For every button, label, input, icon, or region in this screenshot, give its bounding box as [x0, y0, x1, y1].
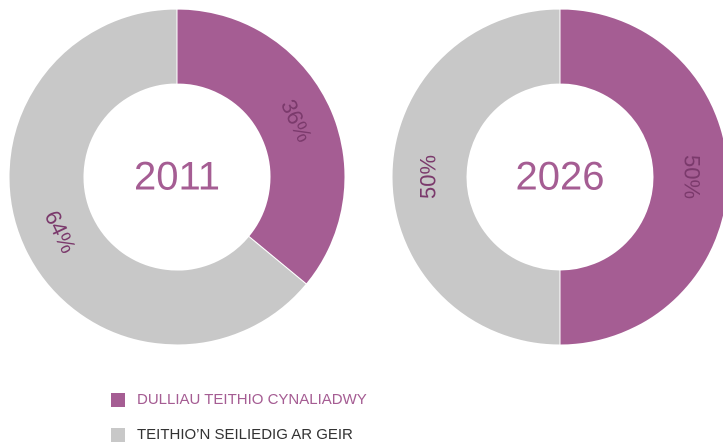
donut-segment [391, 8, 561, 346]
chart-title: 2011 [134, 155, 220, 199]
value-label: 50% [415, 155, 440, 199]
legend-label: DULLIAU TEITHIO CYNALIADWY [137, 391, 367, 408]
legend-label: TEITHIO’N SEILIEDIG AR GEIR [137, 426, 353, 443]
chart-title: 2026 [516, 155, 605, 199]
legend: DULLIAU TEITHIO CYNALIADWY TEITHIO’N SEIL… [111, 391, 367, 443]
value-label: 50% [680, 155, 705, 199]
donut-segment [176, 8, 346, 285]
donut-segment [8, 8, 308, 346]
legend-swatch [111, 393, 125, 407]
legend-swatch [111, 428, 125, 442]
donut-segment [559, 8, 723, 346]
